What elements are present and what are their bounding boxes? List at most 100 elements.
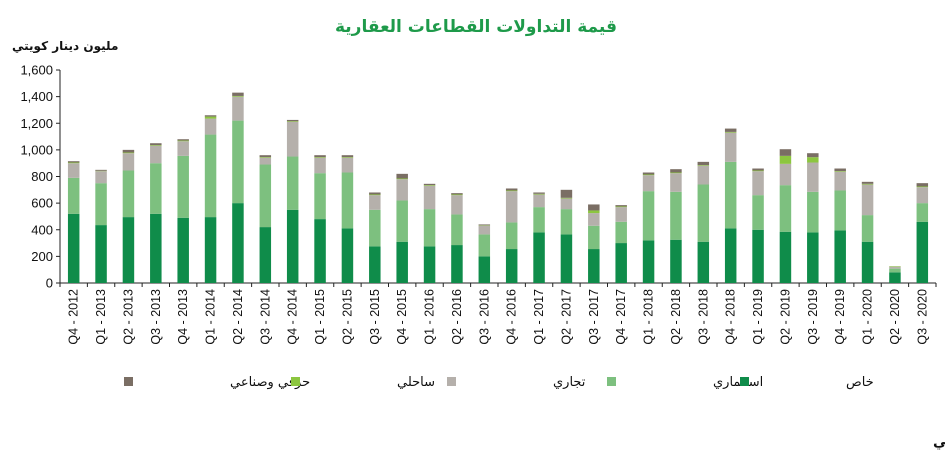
x-tick-label: Q3 - 2017: [587, 289, 601, 345]
bar-segment-series-4: [779, 149, 792, 156]
x-tick-label: Q4 - 2014: [286, 289, 300, 345]
bar-stack: [204, 115, 217, 283]
bar-segment-series-3: [232, 95, 244, 97]
bar-segment-series-2: [889, 267, 901, 269]
bar-stack: [834, 168, 846, 283]
bar-segment-series-1: [150, 163, 162, 214]
bar-segment-series-3: [752, 170, 764, 172]
bar-segment-series-3: [204, 116, 217, 119]
bar-segment-series-0: [807, 232, 819, 283]
legend: حرفي وصناعي ساحلي تجاري استثماري خاص: [124, 375, 874, 390]
bar-stack: [889, 266, 901, 283]
bar-stack: [724, 128, 737, 283]
bar-segment-series-2: [423, 185, 436, 210]
bar-segment-series-4: [615, 205, 627, 207]
bar-segment-series-0: [451, 245, 463, 283]
bar-segment-series-1: [834, 190, 846, 231]
x-tick-label: Q1 - 2014: [204, 289, 218, 345]
bar-segment-series-2: [752, 171, 764, 196]
bar-segment-series-4: [916, 183, 929, 187]
legend-swatch: [740, 377, 749, 386]
bar-segment-series-3: [670, 172, 682, 174]
bar-segment-series-3: [861, 183, 874, 185]
bar-segment-series-1: [259, 164, 272, 228]
bar-stack: [177, 139, 189, 283]
x-tick-label: Q1 - 2018: [642, 289, 656, 345]
bar-stack: [314, 155, 326, 283]
bar-stack: [286, 119, 299, 283]
bar-segment-series-3: [396, 178, 408, 180]
bar-segment-series-1: [396, 200, 408, 242]
bar-segment-series-0: [286, 209, 299, 283]
x-tick-label: Q2 - 2018: [669, 289, 683, 345]
x-tick-label: Q4 - 2015: [395, 289, 409, 345]
bar-stack: [451, 193, 463, 283]
bar-segment-series-4: [478, 224, 491, 226]
bar-segment-series-3: [533, 193, 545, 195]
source-note: المصدر: وزارة العدل- بيت التمويل الكويتي: [933, 434, 945, 450]
x-tick-label: Q3 - 2015: [368, 289, 382, 345]
y-tick-label: 1,200: [20, 116, 53, 131]
x-tick-label: Q4 - 2016: [505, 289, 519, 345]
x-tick-label: Q3 - 2020: [915, 289, 929, 345]
bar-segment-series-2: [779, 163, 792, 186]
x-tick-label: Q4 - 2017: [614, 289, 628, 345]
bar-segment-series-0: [150, 213, 162, 283]
bar-stack: [560, 189, 573, 283]
bar-segment-series-4: [724, 128, 737, 132]
bar-stack: [642, 172, 655, 283]
legend-swatch: [291, 377, 300, 386]
legend-item: تجاري: [447, 375, 586, 390]
bar-stack: [861, 181, 874, 283]
bar-segment-series-1: [779, 185, 792, 232]
y-tick-label: 1,600: [20, 63, 53, 78]
legend-label: ساحلي: [397, 375, 435, 390]
bar-segment-series-4: [67, 161, 80, 163]
bar-segment-series-4: [642, 172, 655, 175]
bar-segment-series-1: [341, 172, 354, 229]
bar-segment-series-0: [889, 272, 901, 283]
bar-segment-series-3: [588, 210, 600, 214]
bar-stack: [396, 173, 408, 283]
bar-segment-series-2: [259, 157, 272, 165]
bar-segment-series-0: [232, 203, 244, 283]
bar-segment-series-0: [861, 241, 874, 283]
bar-segment-series-1: [478, 234, 491, 257]
bar-stack: [369, 192, 381, 283]
x-tick-label: Q1 - 2020: [861, 289, 875, 345]
bar-segment-series-1: [286, 156, 299, 210]
legend-swatch: [124, 377, 133, 386]
x-tick-label: Q3 - 2013: [149, 289, 163, 345]
x-tick-label: Q3 - 2019: [806, 289, 820, 345]
bar-segment-series-4: [341, 155, 354, 158]
bar-segment-series-1: [204, 134, 217, 218]
bar-segment-series-3: [560, 197, 573, 199]
bar-segment-series-2: [150, 145, 162, 164]
bar-segment-series-3: [122, 152, 135, 154]
bar-segment-series-4: [533, 192, 545, 194]
bar-segment-series-3: [642, 174, 655, 176]
bar-segment-series-1: [232, 120, 244, 204]
bar-segment-series-1: [560, 209, 573, 235]
bar-segment-series-2: [369, 195, 381, 210]
bar-segment-series-3: [697, 165, 710, 166]
legend-label: حرفي وصناعي: [230, 375, 310, 390]
bar-segment-series-0: [122, 217, 135, 283]
x-tick-label: Q4 - 2013: [176, 289, 190, 345]
bar-segment-series-1: [505, 222, 518, 250]
bar-segment-series-1: [588, 225, 600, 250]
bar-segment-series-4: [286, 119, 299, 122]
bar-segment-series-3: [177, 140, 189, 142]
x-tick-label: Q1 - 2015: [313, 289, 327, 345]
bar-stack: [807, 153, 819, 283]
bar-segment-series-0: [834, 230, 846, 283]
bar-segment-series-2: [451, 195, 463, 215]
y-tick-label: 800: [31, 169, 53, 184]
bar-stack: [670, 169, 682, 283]
x-tick-label: Q3 - 2014: [258, 289, 272, 345]
bar-segment-series-4: [259, 155, 272, 158]
bar-segment-series-4: [232, 92, 244, 96]
bar-segment-series-2: [314, 157, 326, 174]
bar-segment-series-4: [861, 181, 874, 184]
